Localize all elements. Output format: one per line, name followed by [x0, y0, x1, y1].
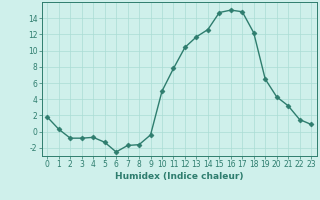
X-axis label: Humidex (Indice chaleur): Humidex (Indice chaleur) [115, 172, 244, 181]
